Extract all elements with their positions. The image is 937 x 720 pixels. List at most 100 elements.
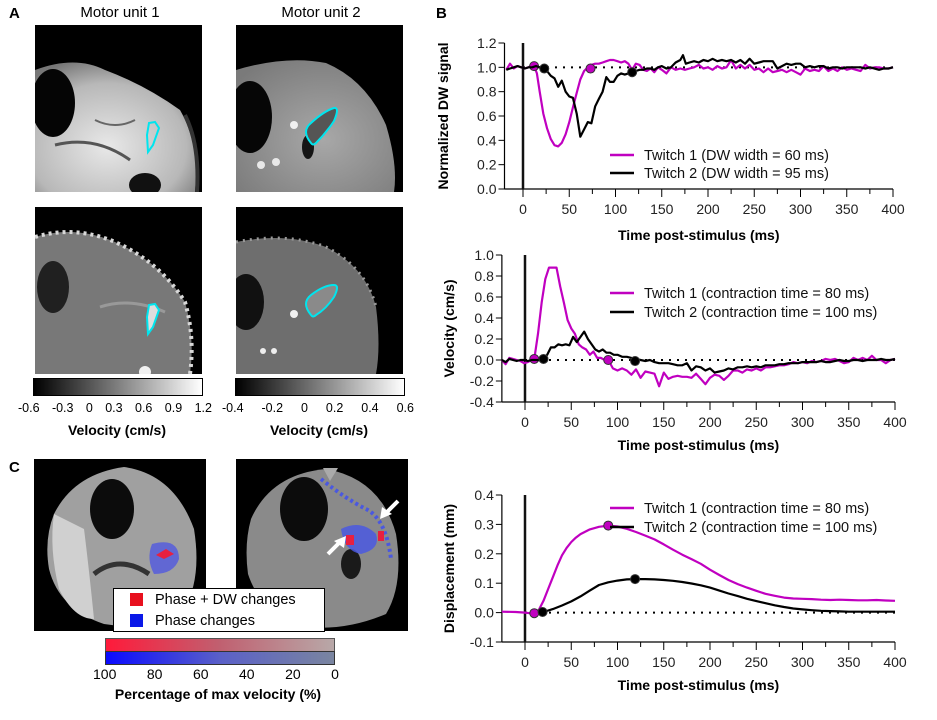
y-tick-label: 0.6 bbox=[477, 108, 497, 124]
legend-label-twitch-2: Twitch 2 (DW width = 95 ms) bbox=[644, 166, 829, 182]
motor-unit-2-title: Motor unit 2 bbox=[281, 4, 361, 21]
y-tick-label: 0.4 bbox=[477, 132, 497, 148]
motor-unit-1-title: Motor unit 1 bbox=[80, 4, 160, 21]
roi-outline bbox=[305, 106, 338, 146]
x-tick-label: 50 bbox=[563, 654, 579, 670]
arrow-icon bbox=[326, 536, 346, 556]
velocity-colorbar-1 bbox=[33, 378, 203, 396]
y-tick-label: 0.6 bbox=[474, 289, 494, 305]
x-tick-label: 150 bbox=[652, 414, 676, 430]
percentage-colorbar-label: Percentage of max velocity (%) bbox=[114, 686, 322, 702]
x-axis-label: Time post-stimulus (ms) bbox=[618, 677, 780, 693]
mri-velocity-motor-unit-1 bbox=[35, 207, 202, 374]
y-tick-label: -0.2 bbox=[470, 373, 494, 389]
velocity-colorbar-1-label: Velocity (cm/s) bbox=[67, 422, 167, 438]
legend-label-twitch-2: Twitch 2 (contraction time = 100 ms) bbox=[644, 305, 877, 321]
series-line-twitch-2 bbox=[501, 330, 896, 374]
colorbar-tick: 60 bbox=[192, 666, 209, 682]
chart-velocity: -0.4 -0.2 0.0 0.2 0.4 0.6 0.8 1.0 0 50 100 150 200 25… bbox=[441, 247, 907, 453]
legend-item-phase: Phase changes bbox=[114, 610, 324, 631]
colorbar-tick: 0 bbox=[301, 401, 308, 415]
x-axis-label: Time post-stimulus (ms) bbox=[618, 437, 780, 453]
colorbar-tick: 0.6 bbox=[396, 401, 414, 415]
colorbar-tick: -0.6 bbox=[18, 401, 40, 415]
colorbar-tick: 40 bbox=[239, 666, 255, 682]
chart-displacement: -0.1 0.0 0.1 0.2 0.3 0.4 0 50 100 150 200 250 300 350… bbox=[441, 487, 907, 693]
series-marker-twitch-2 bbox=[627, 67, 638, 78]
y-tick-label: 0.2 bbox=[477, 157, 497, 173]
x-tick-label: 50 bbox=[561, 201, 577, 217]
y-tick-label: 0.8 bbox=[477, 84, 497, 100]
colorbar-tick: 0.9 bbox=[164, 401, 183, 415]
x-tick-label: 300 bbox=[791, 654, 815, 670]
y-tick-label: 0.4 bbox=[474, 487, 494, 503]
y-tick-label: 0.0 bbox=[474, 352, 494, 368]
x-tick-label: 100 bbox=[606, 414, 630, 430]
series-marker-twitch-1 bbox=[585, 63, 596, 74]
mri-dw-motor-unit-1 bbox=[35, 25, 202, 192]
velocity-colorbar-2-label: Velocity (cm/s) bbox=[269, 422, 369, 438]
colorbar-tick: 80 bbox=[146, 666, 163, 682]
panel-label-b: B bbox=[436, 5, 447, 22]
roi-outline bbox=[145, 302, 161, 337]
legend-label: Phase changes bbox=[155, 612, 255, 629]
arrowhead-marker-icon bbox=[323, 468, 338, 481]
x-tick-label: 200 bbox=[696, 201, 720, 217]
mri-dw-motor-unit-2 bbox=[236, 25, 403, 192]
y-tick-label: 1.0 bbox=[477, 59, 497, 75]
y-tick-label: 0.8 bbox=[474, 268, 494, 284]
velocity-colorbar-2-ticks: -0.4 -0.2 0 0.2 0.4 0.6 bbox=[222, 401, 414, 415]
x-tick-label: 0 bbox=[521, 654, 529, 670]
series-marker-twitch-2 bbox=[630, 574, 641, 585]
x-tick-label: 0 bbox=[519, 201, 527, 217]
x-tick-label: 200 bbox=[698, 414, 722, 430]
colorbar-tick: -0.3 bbox=[51, 401, 74, 415]
legend-label: Phase + DW changes bbox=[155, 591, 296, 608]
colorbar-tick: 1.2 bbox=[194, 401, 212, 415]
roi-outline bbox=[305, 283, 338, 318]
series-line-twitch-1 bbox=[501, 266, 896, 388]
x-tick-label: 300 bbox=[791, 414, 815, 430]
colorbar-tick: 0 bbox=[331, 666, 339, 682]
colorbar-tick: 20 bbox=[285, 666, 301, 682]
legend-swatch-red bbox=[130, 593, 143, 606]
y-axis-label: Velocity (cm/s) bbox=[441, 279, 457, 377]
chart-dw-signal: 0.0 0.2 0.4 0.6 0.8 1.0 1.2 0 50 100 150 200 250 300 3… bbox=[435, 35, 905, 243]
y-tick-label: 0.0 bbox=[474, 605, 494, 621]
y-tick-label: 0.2 bbox=[474, 331, 494, 347]
y-tick-label: 0.3 bbox=[474, 516, 494, 532]
x-tick-label: 250 bbox=[745, 414, 769, 430]
roi-outline bbox=[145, 120, 161, 155]
x-tick-label: 400 bbox=[881, 201, 905, 217]
legend-item-phase-dw: Phase + DW changes bbox=[114, 589, 324, 610]
x-tick-label: 150 bbox=[650, 201, 674, 217]
x-tick-label: 350 bbox=[835, 201, 859, 217]
y-axis-label: Normalized DW signal bbox=[435, 42, 451, 189]
y-tick-label: 1.2 bbox=[477, 35, 497, 51]
colorbar-tick: 0 bbox=[85, 401, 93, 415]
x-tick-label: 400 bbox=[883, 414, 907, 430]
y-tick-label: -0.1 bbox=[470, 634, 494, 650]
legend-label-twitch-1: Twitch 1 (contraction time = 80 ms) bbox=[644, 501, 869, 517]
series-line-twitch-2 bbox=[505, 54, 894, 138]
y-tick-label: -0.4 bbox=[470, 394, 494, 410]
x-tick-label: 100 bbox=[606, 654, 630, 670]
velocity-colorbar-2 bbox=[235, 378, 405, 396]
x-tick-label: 350 bbox=[837, 654, 861, 670]
colorbar-tick: 0.6 bbox=[135, 401, 153, 415]
percentage-colorbar-ticks: 100 80 60 40 20 0 bbox=[93, 666, 339, 682]
legend-label-twitch-1: Twitch 1 (DW width = 60 ms) bbox=[644, 148, 829, 164]
series-marker-twitch-2 bbox=[539, 63, 550, 74]
legend-label-twitch-2: Twitch 2 (contraction time = 100 ms) bbox=[644, 520, 877, 536]
series-marker-twitch-1 bbox=[603, 355, 614, 365]
x-tick-label: 350 bbox=[837, 414, 861, 430]
colorbar-tick: -0.4 bbox=[222, 401, 244, 415]
colorbar-tick: 0.2 bbox=[325, 401, 344, 415]
series-marker-twitch-2 bbox=[630, 356, 641, 367]
series-line-twitch-1 bbox=[501, 524, 896, 615]
x-tick-label: 200 bbox=[698, 654, 722, 670]
x-tick-label: 0 bbox=[521, 414, 529, 430]
y-tick-label: 0.0 bbox=[477, 181, 497, 197]
mri-velocity-motor-unit-2 bbox=[236, 207, 403, 374]
y-tick-label: 0.4 bbox=[474, 310, 494, 326]
